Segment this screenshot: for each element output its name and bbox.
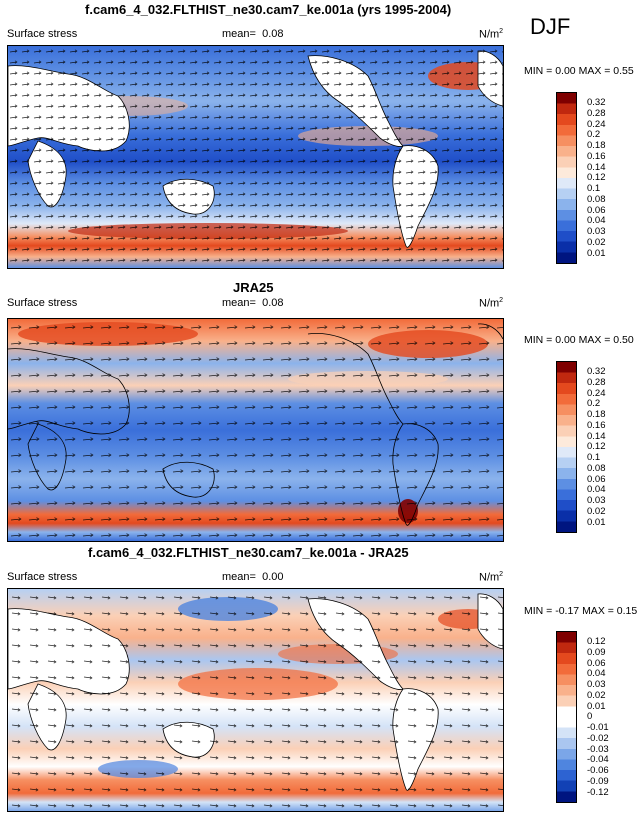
variable-label: Surface stress xyxy=(7,28,78,40)
colorbar xyxy=(556,361,577,533)
colorbar xyxy=(556,92,577,264)
min-max-label: MIN = 0.00 MAX = 0.55 xyxy=(524,65,634,77)
panel-title: f.cam6_4_032.FLTHIST_ne30.cam7_ke.001a (… xyxy=(85,2,452,17)
season-label: DJF xyxy=(530,14,571,39)
map-svg xyxy=(7,589,504,811)
mean-value: 0.08 xyxy=(262,28,284,40)
colorbar-gradient xyxy=(557,362,576,532)
colorbar xyxy=(556,631,577,803)
units-label: N/m2 xyxy=(479,297,504,310)
mean-label: mean= 0.00 xyxy=(222,571,284,583)
map-svg xyxy=(7,319,504,541)
map-svg xyxy=(7,46,508,268)
panel-title: f.cam6_4_032.FLTHIST_ne30.cam7_ke.001a -… xyxy=(88,545,409,560)
surface-stress-map xyxy=(7,45,508,269)
min-max-label: MIN = -0.17 MAX = 0.15 xyxy=(524,605,638,617)
mean-value: 0.00 xyxy=(262,571,284,583)
variable-label: Surface stress xyxy=(7,571,78,583)
mean-value: 0.08 xyxy=(262,297,284,309)
units-label: N/m2 xyxy=(479,571,504,584)
mean-label: mean= 0.08 xyxy=(222,297,284,309)
variable-label: Surface stress xyxy=(7,297,78,309)
mean-label: mean= 0.08 xyxy=(222,28,284,40)
surface-stress-map xyxy=(7,318,504,542)
colorbar-gradient xyxy=(557,93,576,263)
colorbar-gradient xyxy=(557,632,576,802)
surface-stress-difference-map xyxy=(7,588,504,812)
units-label: N/m2 xyxy=(479,28,504,41)
panel-title: JRA25 xyxy=(233,280,274,295)
min-max-label: MIN = 0.00 MAX = 0.50 xyxy=(524,334,634,346)
